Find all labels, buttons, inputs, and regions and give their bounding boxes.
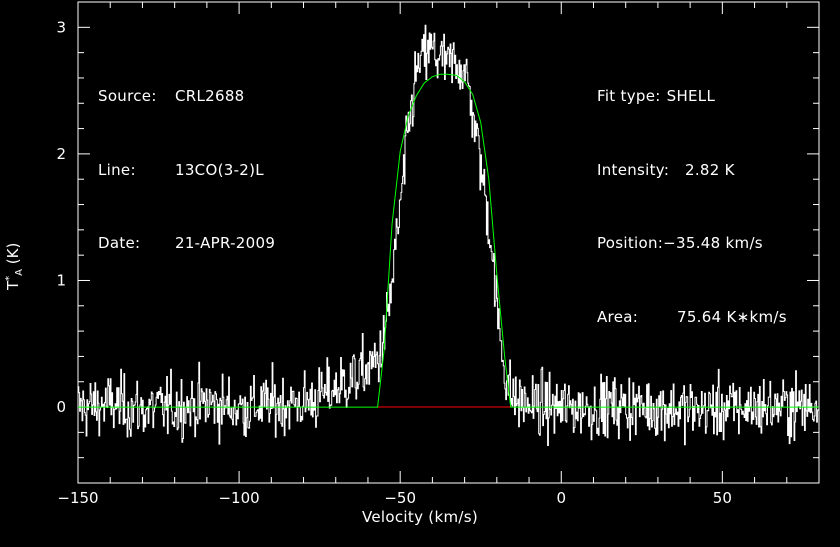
date-value: 21-APR-2009 xyxy=(175,234,276,252)
y-axis-label: T*A (K) xyxy=(4,243,25,290)
y-tick-label: 2 xyxy=(56,145,66,163)
y-tick-label: 0 xyxy=(56,398,66,416)
line-label: Line: xyxy=(98,160,136,179)
tick-labels: −150 −100 −50 0 50 0 1 2 3 xyxy=(56,18,731,507)
date-label: Date: xyxy=(98,234,141,252)
line-value: 13CO(3-2)L xyxy=(175,160,264,179)
x-tick-label: −150 xyxy=(57,489,98,507)
y-tick-label: 3 xyxy=(56,18,66,36)
spectrum-line xyxy=(78,24,819,446)
position-label: Position: xyxy=(597,234,664,252)
info-left: Source: CRL2688 Line: 13CO(3-2)L Date: 21-A… xyxy=(98,35,275,280)
intensity-value: 2.82 K xyxy=(685,160,735,179)
source-value: CRL2688 xyxy=(175,87,245,105)
x-tick-label: −50 xyxy=(384,489,416,507)
x-tick-label: 0 xyxy=(556,489,566,507)
fit-line xyxy=(78,73,819,408)
source-label: Source: xyxy=(98,87,157,105)
fit-type-value: SHELL xyxy=(666,87,716,105)
x-tick-label: 50 xyxy=(713,489,732,507)
area-value: 75.64 K∗km/s xyxy=(677,307,787,326)
intensity-label: Intensity: xyxy=(597,160,670,179)
x-tick-label: −100 xyxy=(218,489,259,507)
fit-type-label: Fit type: xyxy=(597,87,661,105)
plot-frame xyxy=(77,1,820,484)
info-right: Fit type: SHELL Intensity: 2.82 K Position… xyxy=(597,35,787,354)
y-label-sup: * xyxy=(4,275,15,281)
axis-ticks xyxy=(77,1,820,484)
y-tick-label: 1 xyxy=(56,271,66,289)
position-value: −35.48 km/s xyxy=(663,234,763,252)
area-label: Area: xyxy=(597,307,639,326)
y-label-unit: (K) xyxy=(4,242,22,265)
y-label-base: T xyxy=(4,280,22,290)
x-axis-label: Velocity (km/s) xyxy=(362,508,478,526)
y-label-sub: A xyxy=(14,268,25,276)
